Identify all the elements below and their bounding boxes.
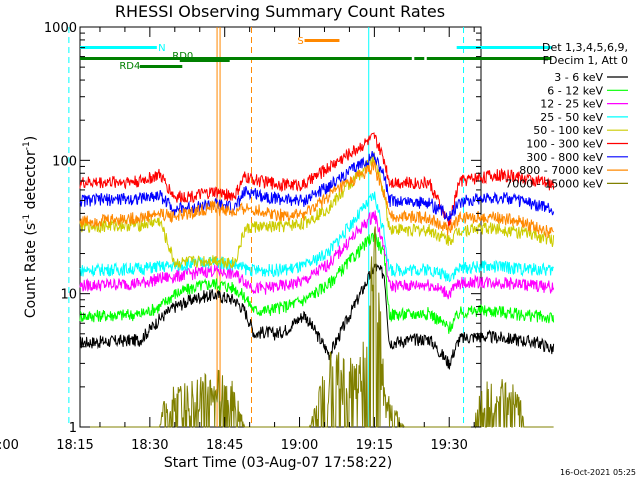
x-tick-label-2: 18:30 — [131, 438, 168, 453]
y-tick-label-2: 100 — [52, 154, 77, 169]
legend-label-8: 7000 - 15000 keV — [505, 177, 603, 190]
flag-label-rd0: RD0 — [172, 51, 193, 62]
flag-label-rd4: RD4 — [119, 61, 140, 72]
y-axis-label: Count Rate (s-1 detector-1) — [22, 136, 39, 318]
footer-timestamp: 16-Oct-2021 05:25 — [560, 468, 636, 477]
y-axis-label-sup1: -1 — [22, 214, 32, 223]
x-axis-label: Start Time (03-Aug-07 17:58:22) — [164, 455, 392, 471]
flag-bar-2-2 — [427, 57, 552, 60]
flag-bar-0-0 — [80, 46, 157, 49]
x-tick-label-1: 18:15 — [56, 438, 93, 453]
series-line-4 — [80, 152, 554, 268]
legend-header-line2: FDecim 1, Att 0 — [543, 54, 628, 67]
flag-bar-0-1 — [457, 46, 552, 49]
x-tick-label-5: 19:15 — [356, 438, 393, 453]
legend-label-5: 100 - 300 keV — [526, 138, 603, 151]
flag-bar-4-0 — [140, 65, 182, 68]
chart: RHESSI Observing Summary Count Rates N S R… — [0, 0, 640, 480]
flag-label-n: N — [158, 43, 165, 54]
legend-label-3: 25 - 50 keV — [540, 111, 603, 124]
y-axis-label-tail: detector — [23, 150, 39, 214]
legend-label-1: 6 - 12 keV — [547, 84, 603, 97]
flag-bar-2-0 — [80, 57, 412, 60]
x-axis: 18:00 18:15 18:30 18:45 19:00 19:15 19:30 — [0, 27, 474, 453]
y-tick-label-3: 1000 — [44, 21, 77, 36]
y-tick-label-1: 10 — [60, 288, 77, 303]
legend-label-2: 12 - 25 keV — [540, 98, 603, 111]
chart-title: RHESSI Observing Summary Count Rates — [115, 2, 445, 21]
legend-label-6: 300 - 800 keV — [526, 151, 603, 164]
y-axis-label-sup2: -1 — [22, 141, 32, 150]
flag-bar-2-1 — [414, 57, 424, 60]
x-tick-label-3: 18:45 — [206, 438, 243, 453]
series-layer — [80, 133, 554, 427]
legend-header-line1: Det 1,3,4,5,6,9, — [542, 41, 628, 54]
y-axis-label-main: Count Rate (s — [23, 223, 39, 318]
y-axis-label-end: ) — [23, 136, 39, 141]
x-tick-label-6: 19:30 — [430, 438, 467, 453]
x-tick-label-0: 18:00 — [0, 438, 19, 453]
legend: Det 1,3,4,5,6,9, FDecim 1, Att 0 3 - 6 k… — [505, 41, 628, 190]
y-tick-label-0: 1 — [69, 421, 77, 436]
legend-label-4: 50 - 100 keV — [533, 124, 603, 137]
flag-label-s: S — [297, 36, 303, 47]
x-tick-label-4: 19:00 — [281, 438, 318, 453]
legend-label-0: 3 - 6 keV — [554, 71, 603, 84]
flag-bar-1-0 — [305, 39, 340, 42]
legend-label-7: 800 - 7000 keV — [519, 164, 603, 177]
